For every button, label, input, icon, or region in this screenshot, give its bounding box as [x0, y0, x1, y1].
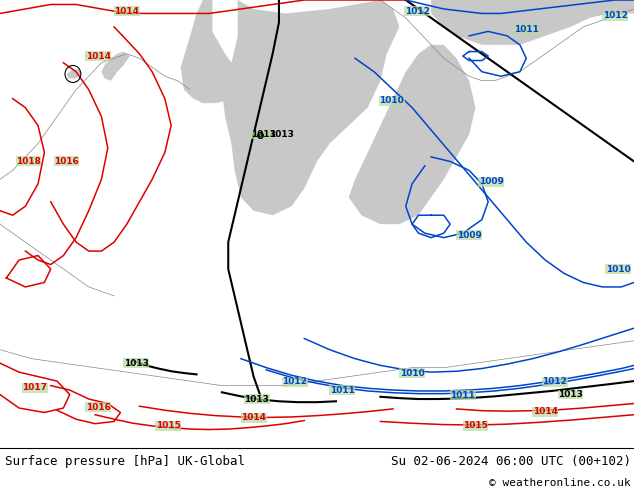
Text: 1011: 1011	[514, 24, 539, 34]
Text: 1009: 1009	[479, 177, 504, 186]
Text: 1011: 1011	[450, 391, 476, 400]
Text: 1010: 1010	[605, 265, 631, 273]
Text: 1013: 1013	[124, 359, 149, 368]
Text: Surface pressure [hPa] UK-Global: Surface pressure [hPa] UK-Global	[5, 455, 245, 468]
Text: © weatheronline.co.uk: © weatheronline.co.uk	[489, 477, 631, 488]
Text: 1018: 1018	[16, 157, 41, 166]
Text: 1015: 1015	[155, 421, 181, 430]
Text: 1014: 1014	[86, 51, 111, 61]
Text: 1011: 1011	[330, 386, 355, 394]
Text: 1010: 1010	[399, 368, 425, 377]
Text: 1016: 1016	[86, 403, 111, 412]
Text: 1013: 1013	[250, 130, 276, 139]
Text: 1015: 1015	[463, 421, 488, 430]
Text: 1016: 1016	[54, 157, 79, 166]
Text: O: O	[257, 134, 262, 140]
Text: 1012: 1012	[282, 377, 307, 387]
Text: 1013: 1013	[269, 130, 294, 139]
Text: 1010: 1010	[379, 97, 404, 105]
Text: 1012: 1012	[404, 7, 430, 16]
Text: 1012: 1012	[542, 377, 567, 387]
Text: 1012: 1012	[602, 11, 628, 20]
Text: 1017: 1017	[22, 383, 48, 392]
Text: 1014: 1014	[533, 407, 558, 416]
Text: 1013: 1013	[558, 390, 583, 399]
Text: 1014: 1014	[241, 414, 266, 422]
Text: Su 02-06-2024 06:00 UTC (00+102): Su 02-06-2024 06:00 UTC (00+102)	[391, 455, 631, 468]
Text: 1013: 1013	[244, 394, 269, 404]
Text: 1009: 1009	[456, 231, 482, 240]
Text: 1014: 1014	[114, 7, 139, 16]
